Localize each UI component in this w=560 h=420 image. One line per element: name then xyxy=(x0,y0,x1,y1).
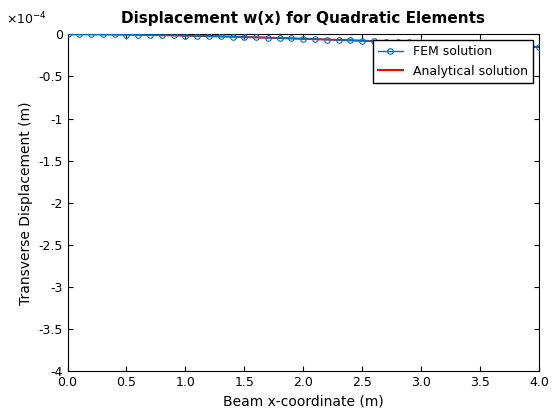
Line: Analytical solution: Analytical solution xyxy=(68,34,539,47)
FEM solution xyxy=(288,36,295,41)
FEM solution xyxy=(394,39,401,45)
Legend: FEM solution, Analytical solution: FEM solution, Analytical solution xyxy=(373,40,533,83)
Analytical solution xyxy=(535,45,542,50)
FEM solution xyxy=(182,33,189,38)
Analytical solution xyxy=(353,38,360,43)
FEM solution xyxy=(512,44,519,49)
FEM solution xyxy=(324,37,330,42)
FEM solution xyxy=(100,32,106,37)
FEM solution xyxy=(465,42,472,47)
FEM solution xyxy=(241,34,248,39)
FEM solution xyxy=(158,33,165,38)
FEM solution xyxy=(170,33,177,38)
FEM solution xyxy=(524,44,530,49)
FEM solution xyxy=(253,35,259,40)
Text: $\times10^{-4}$: $\times10^{-4}$ xyxy=(6,11,47,27)
Analytical solution xyxy=(492,43,498,48)
FEM solution xyxy=(217,34,224,39)
FEM solution xyxy=(76,32,83,37)
FEM solution xyxy=(382,39,389,44)
Y-axis label: Transverse Displacement (m): Transverse Displacement (m) xyxy=(18,101,32,304)
FEM solution xyxy=(276,36,283,41)
FEM solution xyxy=(64,32,71,37)
Analytical solution xyxy=(343,38,350,43)
FEM solution xyxy=(123,32,130,37)
FEM solution xyxy=(135,32,142,37)
Title: Displacement w(x) for Quadratic Elements: Displacement w(x) for Quadratic Elements xyxy=(122,11,486,26)
Analytical solution xyxy=(345,38,352,43)
FEM solution xyxy=(312,37,319,42)
FEM solution xyxy=(430,41,436,46)
FEM solution xyxy=(535,45,542,50)
Analytical solution xyxy=(461,42,468,47)
FEM solution xyxy=(418,40,424,45)
FEM solution xyxy=(206,34,212,39)
FEM solution xyxy=(88,32,95,37)
FEM solution xyxy=(453,42,460,47)
Analytical solution xyxy=(64,32,71,37)
FEM solution xyxy=(359,38,366,43)
Line: FEM solution: FEM solution xyxy=(65,32,542,50)
FEM solution xyxy=(229,34,236,39)
FEM solution xyxy=(335,37,342,42)
FEM solution xyxy=(300,36,307,41)
FEM solution xyxy=(500,43,507,48)
FEM solution xyxy=(488,43,495,48)
FEM solution xyxy=(347,38,354,43)
FEM solution xyxy=(371,39,377,44)
FEM solution xyxy=(406,40,413,45)
FEM solution xyxy=(111,32,118,37)
FEM solution xyxy=(477,42,483,47)
FEM solution xyxy=(194,33,200,38)
FEM solution xyxy=(441,41,448,46)
FEM solution xyxy=(147,32,153,37)
X-axis label: Beam x-coordinate (m): Beam x-coordinate (m) xyxy=(223,395,384,409)
Analytical solution xyxy=(66,32,72,37)
FEM solution xyxy=(264,35,271,40)
